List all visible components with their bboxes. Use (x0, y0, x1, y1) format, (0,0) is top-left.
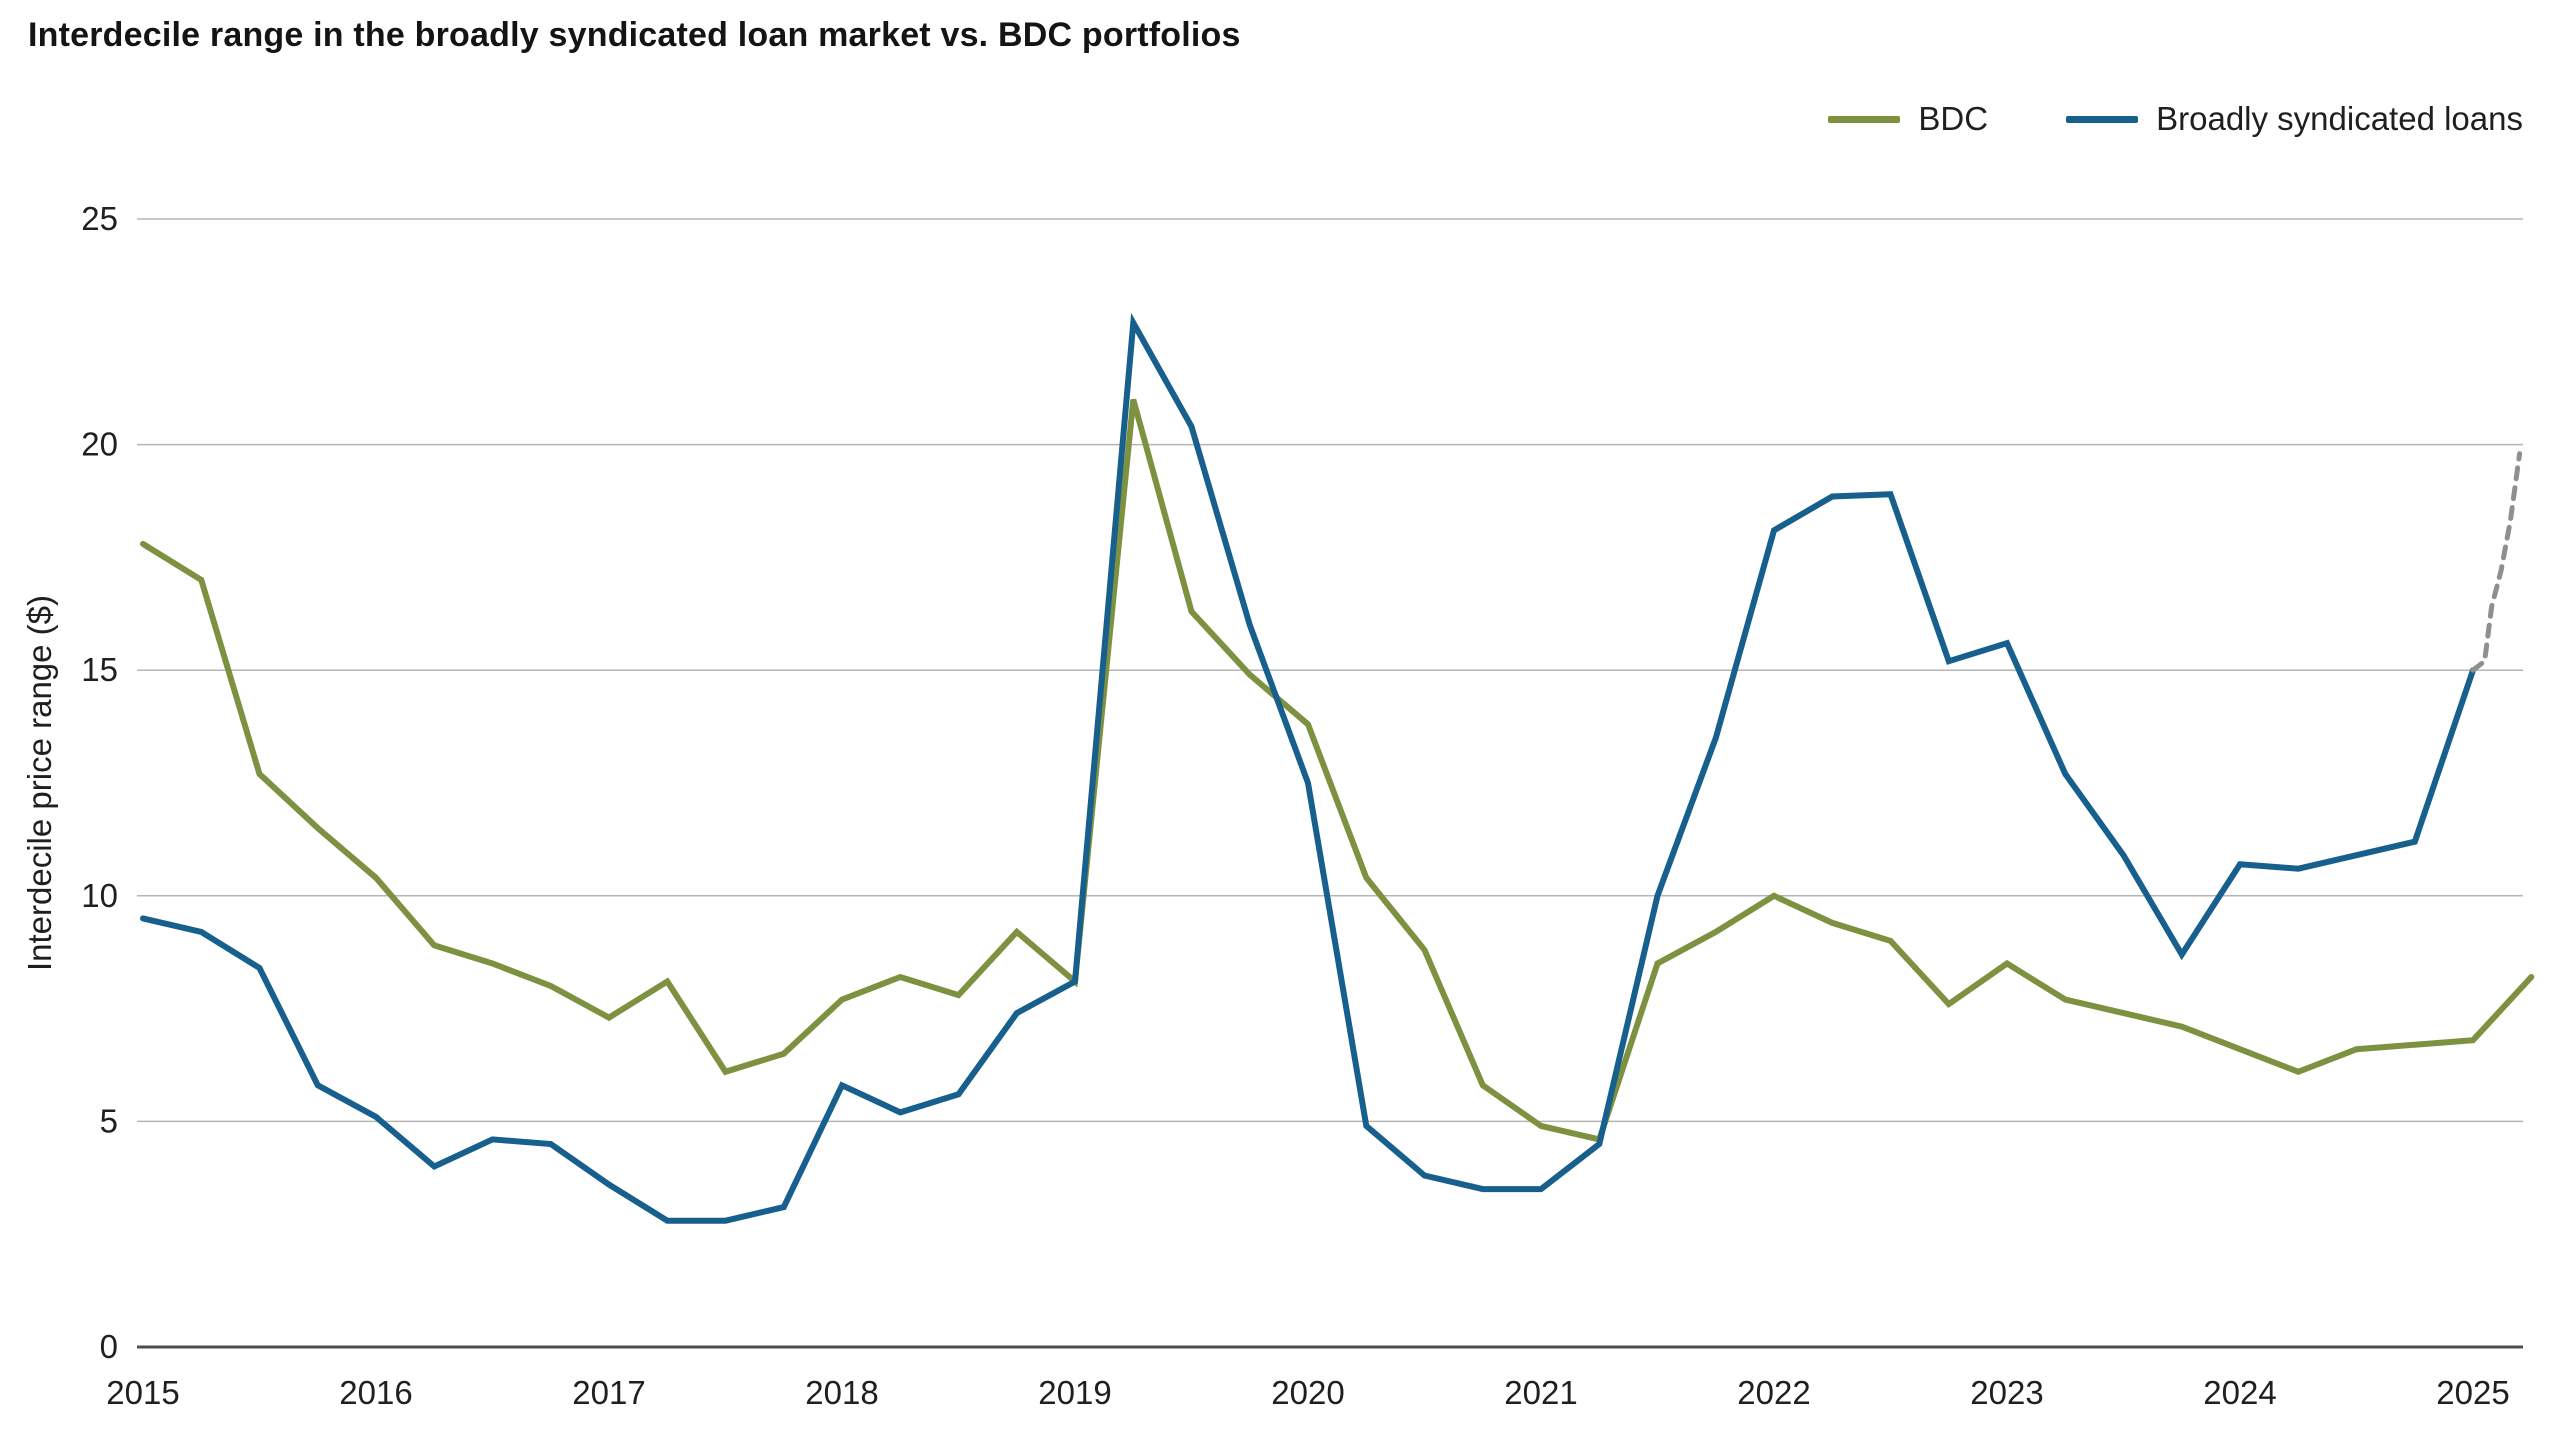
legend-label-bdc: BDC (1918, 100, 1989, 137)
series-line-bdc (140, 398, 2535, 1143)
bsl-line-swatch (2066, 115, 2139, 123)
x-tick-label-2022: 2022 (1737, 1374, 1810, 1411)
x-tick-label-2018: 2018 (805, 1374, 878, 1411)
x-tick-label-2025: 2025 (2436, 1374, 2509, 1411)
x-tick-label-2024: 2024 (2203, 1374, 2276, 1411)
y-axis-label: Interdecile price range ($) (21, 594, 58, 972)
y-axis-tick-labels: 0 5 10 15 20 25 (81, 200, 118, 1365)
x-tick-label-2023: 2023 (1970, 1374, 2043, 1411)
x-tick-label-2021: 2021 (1504, 1374, 1577, 1411)
series-line-bsl (140, 312, 2476, 1224)
legend: BDC Broadly syndicated loans (1828, 100, 2523, 138)
legend-item-bdc: BDC (1828, 100, 1988, 138)
x-tick-label-2016: 2016 (339, 1374, 412, 1411)
y-tick-label-15: 15 (81, 651, 118, 688)
y-tick-label-10: 10 (81, 877, 118, 914)
y-tick-label-25: 25 (81, 200, 118, 237)
y-gridlines (137, 218, 2523, 1349)
y-tick-label-0: 0 (100, 1328, 118, 1365)
legend-item-bsl: Broadly syndicated loans (2066, 100, 2523, 138)
chart-title: Interdecile range in the broadly syndica… (28, 16, 1241, 54)
x-axis-tick-labels: 2015 2016 2017 2018 2019 2020 2021 2022 2023 2024… (106, 1374, 2509, 1411)
series-line-bsl-projection (2470, 451, 2523, 673)
x-tick-label-2017: 2017 (572, 1374, 645, 1411)
bdc-line-swatch (1828, 115, 1901, 123)
y-tick-label-5: 5 (100, 1102, 118, 1139)
x-tick-label-2019: 2019 (1038, 1374, 1111, 1411)
legend-label-bsl: Broadly syndicated loans (2156, 100, 2523, 137)
x-tick-label-2020: 2020 (1271, 1374, 1344, 1411)
x-tick-label-2015: 2015 (106, 1374, 179, 1411)
y-tick-label-20: 20 (81, 426, 118, 463)
